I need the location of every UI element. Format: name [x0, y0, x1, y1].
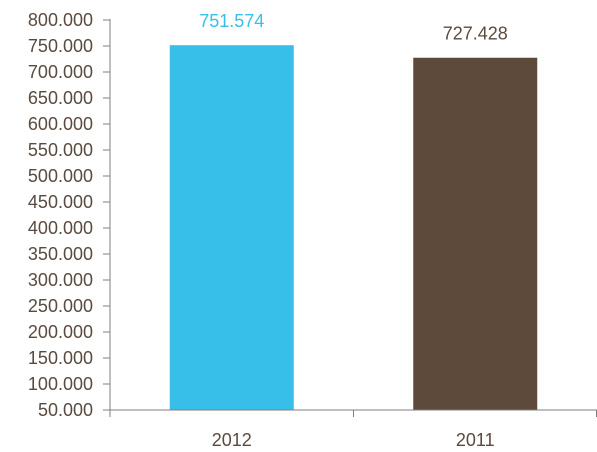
y-tick-label: 600.000: [28, 114, 93, 134]
y-tick-label: 250.000: [28, 296, 93, 316]
y-tick-label: 200.000: [28, 322, 93, 342]
y-tick-label: 400.000: [28, 218, 93, 238]
x-tick-label: 2012: [212, 430, 252, 450]
x-tick-label: 2011: [456, 430, 495, 450]
data-labels: 751.574 727.428: [199, 11, 508, 44]
y-tick-label: 650.000: [28, 88, 93, 108]
x-axis-labels: 2012 2011: [212, 430, 495, 450]
bars-group: [169, 45, 538, 411]
bar-2012: [169, 45, 294, 410]
y-tick-label: 450.000: [28, 192, 93, 212]
y-tick-label: 150.000: [28, 348, 93, 368]
y-tick-label: 750.000: [28, 36, 93, 56]
y-tick-label: 500.000: [28, 166, 93, 186]
y-tick-label: 800.000: [28, 10, 93, 30]
y-axis-ticks: 50.000 100.000 150.000 200.000 250.000 300.00…: [28, 10, 110, 420]
y-tick-label: 550.000: [28, 140, 93, 160]
y-tick-label: 350.000: [28, 244, 93, 264]
y-tick-label: 50.000: [38, 400, 93, 420]
y-tick-label: 100.000: [28, 374, 93, 394]
bar-2011: [413, 57, 538, 411]
y-tick-label: 700.000: [28, 62, 93, 82]
y-tick-label: 300.000: [28, 270, 93, 290]
data-label-2012: 751.574: [199, 11, 264, 31]
data-label-2011: 727.428: [443, 24, 508, 44]
